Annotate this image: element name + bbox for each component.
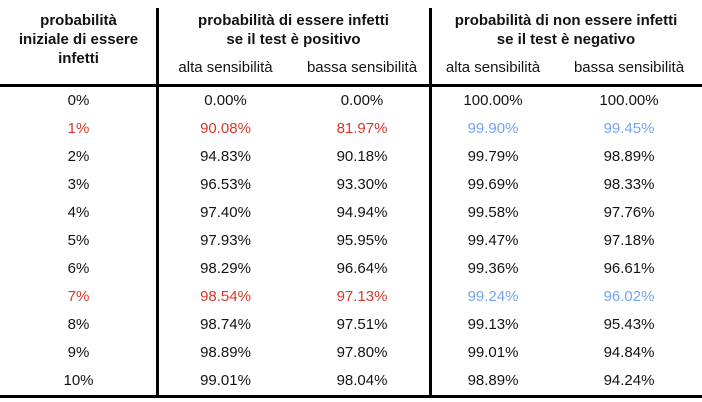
cell-positive-bassa: 94.94% xyxy=(336,204,388,221)
subheader-row: alta sensibilità bassa sensibilità alta … xyxy=(0,57,702,79)
table-row: 2% 94.83% 90.18% 99.79% 98.89% xyxy=(0,143,702,171)
cell-positive-alta: 0.00% xyxy=(204,92,247,109)
vertical-divider-left xyxy=(156,8,159,397)
cell-initial-probability: 8% xyxy=(67,316,90,333)
table-body: 0% 0.00% 0.00% 100.00% 100.00% 1% 90.08% 81.97%… xyxy=(0,87,702,395)
cell-positive-bassa: 98.04% xyxy=(336,372,388,389)
subheader-positive-bassa: bassa sensibilità xyxy=(306,59,418,76)
cell-negative-bassa: 94.84% xyxy=(603,344,655,361)
cell-positive-bassa: 90.18% xyxy=(336,148,388,165)
header-divider-line xyxy=(0,84,702,87)
cell-positive-bassa: 97.13% xyxy=(336,288,388,305)
table-row: 9% 98.89% 97.80% 99.01% 94.84% xyxy=(0,339,702,367)
cell-initial-probability: 2% xyxy=(67,148,90,165)
cell-negative-bassa: 97.18% xyxy=(603,232,655,249)
cell-positive-alta: 90.08% xyxy=(200,120,251,137)
cell-negative-alta: 99.24% xyxy=(467,288,519,305)
cell-negative-alta: 100.00% xyxy=(463,92,523,109)
bottom-border-line xyxy=(0,395,702,398)
header-initial-probability: probabilità iniziale di essere infetti xyxy=(18,12,139,67)
cell-negative-bassa: 95.43% xyxy=(603,316,655,333)
header-infected-if-positive: probabilità di essere infetti se il test… xyxy=(198,12,389,48)
cell-initial-probability: 1% xyxy=(67,120,90,137)
cell-negative-bassa: 98.33% xyxy=(603,176,655,193)
cell-negative-bassa: 100.00% xyxy=(599,92,659,109)
cell-negative-alta: 99.90% xyxy=(467,120,519,137)
cell-negative-bassa: 99.45% xyxy=(603,120,655,137)
cell-initial-probability: 3% xyxy=(67,176,90,193)
cell-negative-alta: 98.89% xyxy=(467,372,519,389)
cell-positive-alta: 99.01% xyxy=(200,372,251,389)
cell-initial-probability: 4% xyxy=(67,204,90,221)
cell-negative-alta: 99.13% xyxy=(467,316,519,333)
cell-positive-bassa: 97.80% xyxy=(336,344,388,361)
cell-initial-probability: 7% xyxy=(67,288,90,305)
subheader-positive-alta: alta sensibilità xyxy=(178,59,273,76)
cell-initial-probability: 10% xyxy=(63,372,94,389)
cell-positive-alta: 97.93% xyxy=(200,232,251,249)
cell-positive-alta: 98.89% xyxy=(200,344,251,361)
cell-negative-alta: 99.01% xyxy=(467,344,519,361)
subheader-negative-alta: alta sensibilità xyxy=(445,59,541,76)
cell-positive-alta: 96.53% xyxy=(200,176,251,193)
table-row: 4% 97.40% 94.94% 99.58% 97.76% xyxy=(0,199,702,227)
cell-positive-alta: 98.74% xyxy=(200,316,251,333)
table-row: 10% 99.01% 98.04% 98.89% 94.24% xyxy=(0,367,702,395)
cell-positive-bassa: 96.64% xyxy=(336,260,388,277)
cell-positive-alta: 94.83% xyxy=(200,148,251,165)
cell-positive-bassa: 81.97% xyxy=(336,120,388,137)
table-row: 6% 98.29% 96.64% 99.36% 96.61% xyxy=(0,255,702,283)
cell-positive-bassa: 97.51% xyxy=(336,316,388,333)
table-row: 3% 96.53% 93.30% 99.69% 98.33% xyxy=(0,171,702,199)
cell-negative-bassa: 96.02% xyxy=(603,288,655,305)
cell-negative-bassa: 97.76% xyxy=(603,204,655,221)
header-not-infected-if-negative: probabilità di non essere infetti se il … xyxy=(454,12,678,48)
cell-initial-probability: 6% xyxy=(67,260,90,277)
cell-negative-bassa: 96.61% xyxy=(603,260,655,277)
table-row: 8% 98.74% 97.51% 99.13% 95.43% xyxy=(0,311,702,339)
cell-negative-alta: 99.58% xyxy=(467,204,519,221)
cell-positive-alta: 98.54% xyxy=(200,288,251,305)
cell-negative-alta: 99.47% xyxy=(467,232,519,249)
table-row: 5% 97.93% 95.95% 99.47% 97.18% xyxy=(0,227,702,255)
subheader-spacer xyxy=(0,57,157,79)
cell-negative-alta: 99.79% xyxy=(467,148,519,165)
cell-initial-probability: 5% xyxy=(67,232,90,249)
cell-negative-alta: 99.69% xyxy=(467,176,519,193)
subheader-negative-bassa: bassa sensibilità xyxy=(573,59,685,76)
table-row: 7% 98.54% 97.13% 99.24% 96.02% xyxy=(0,283,702,311)
cell-positive-bassa: 93.30% xyxy=(336,176,388,193)
cell-negative-alta: 99.36% xyxy=(467,260,519,277)
cell-positive-bassa: 95.95% xyxy=(336,232,388,249)
cell-negative-bassa: 94.24% xyxy=(603,372,655,389)
table-row: 1% 90.08% 81.97% 99.90% 99.45% xyxy=(0,115,702,143)
vertical-divider-right xyxy=(429,8,432,397)
cell-positive-bassa: 0.00% xyxy=(340,92,384,109)
cell-initial-probability: 0% xyxy=(67,92,90,109)
table-row: 0% 0.00% 0.00% 100.00% 100.00% xyxy=(0,87,702,115)
cell-positive-alta: 98.29% xyxy=(200,260,251,277)
cell-initial-probability: 9% xyxy=(67,344,90,361)
cell-positive-alta: 97.40% xyxy=(200,204,251,221)
cell-negative-bassa: 98.89% xyxy=(603,148,655,165)
